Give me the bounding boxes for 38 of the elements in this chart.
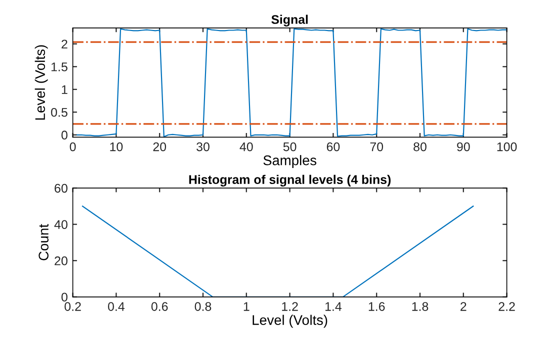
- y-tick-label: 20: [54, 256, 68, 266]
- x-axis-title: Samples: [263, 155, 316, 168]
- y-tick-label: 1.5: [52, 62, 68, 72]
- x-tick-label: 90: [457, 142, 470, 152]
- x-tick-label: 20: [153, 142, 166, 152]
- chart-title: Signal: [271, 14, 308, 26]
- y-tick-label: 0.5: [51, 108, 68, 117]
- x-tick-label: 50: [283, 142, 296, 152]
- x-tick-label: 1: [244, 302, 250, 311]
- x-axis-title: Level (Volts): [252, 314, 328, 328]
- x-tick-label: 0.2: [64, 302, 81, 311]
- x-tick-label: 1.6: [368, 302, 385, 311]
- x-tick-label: 40: [240, 142, 253, 152]
- x-tick-label: 2: [460, 302, 466, 311]
- x-tick-label: 80: [414, 142, 426, 152]
- chart-title: Histogram of signal levels (4 bins): [189, 174, 391, 187]
- x-tick-label: 60: [326, 142, 340, 152]
- y-tick-label: 1: [62, 85, 68, 94]
- y-axis-title: Count: [38, 224, 49, 260]
- x-tick-label: 1.4: [325, 302, 342, 311]
- x-tick-label: 70: [370, 142, 384, 152]
- y-tick-label: 60: [54, 184, 68, 193]
- x-tick-label: 0.4: [108, 302, 125, 311]
- line-series: [76, 28, 507, 138]
- x-tick-label: 1.2: [282, 302, 298, 311]
- x-tick-label: 0.6: [151, 302, 168, 311]
- x-tick-label: 0: [70, 142, 76, 152]
- x-tick-label: 2.2: [498, 302, 515, 311]
- y-tick-label: 2: [62, 40, 68, 48]
- x-tick-label: 100: [497, 142, 517, 152]
- y-tick-label: 0: [61, 130, 68, 140]
- x-tick-label: 10: [110, 142, 123, 152]
- y-tick-label: 40: [54, 220, 68, 229]
- y-tick-label: 0: [61, 292, 68, 302]
- x-tick-label: 30: [196, 142, 210, 152]
- x-tick-label: 1.8: [412, 302, 428, 311]
- y-axis-title: Level (Volts): [34, 45, 48, 120]
- x-tick-label: 0.8: [194, 302, 212, 311]
